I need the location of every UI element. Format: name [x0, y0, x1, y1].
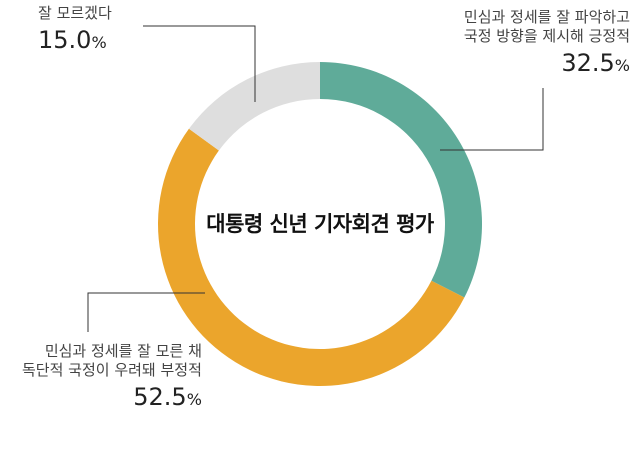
slice-value-unsure-number: 15.0 — [38, 25, 92, 54]
slice-value-negative: 52.5% — [22, 382, 202, 412]
slice-value-positive-number: 32.5 — [561, 48, 615, 77]
slice-label-unsure: 잘 모르겠다 15.0% — [38, 4, 112, 55]
leader-line-negative — [87, 292, 205, 332]
slice-label-negative: 민심과 정세를 잘 모른 채 독단적 국정이 우려돼 부정적 52.5% — [22, 342, 202, 412]
slice-label-unsure-line1: 잘 모르겠다 — [38, 4, 112, 22]
percent-unit: % — [186, 389, 202, 409]
slice-value-unsure: 15.0% — [38, 25, 112, 55]
slice-unsure — [188, 61, 320, 151]
slice-label-negative-line2: 독단적 국정이 우려돼 부정적 — [22, 360, 202, 379]
leader-line-unsure — [143, 25, 256, 102]
slice-value-positive: 32.5% — [464, 48, 630, 78]
slice-negative — [157, 128, 465, 387]
slice-value-negative-number: 52.5 — [133, 382, 187, 411]
percent-unit: % — [91, 32, 107, 52]
slice-label-negative-line1: 민심과 정세를 잘 모른 채 — [44, 342, 202, 360]
leader-line-positive — [440, 88, 544, 151]
percent-unit: % — [614, 55, 630, 75]
slice-positive — [320, 62, 482, 298]
slice-label-positive-line1: 민심과 정세를 잘 파악하고 — [463, 8, 630, 26]
slice-label-positive-line2: 국정 방향을 제시해 긍정적 — [463, 26, 630, 45]
chart-title: 대통령 신년 기자회견 평가 — [206, 212, 434, 236]
slice-label-positive: 민심과 정세를 잘 파악하고 국정 방향을 제시해 긍정적 32.5% — [464, 8, 630, 78]
